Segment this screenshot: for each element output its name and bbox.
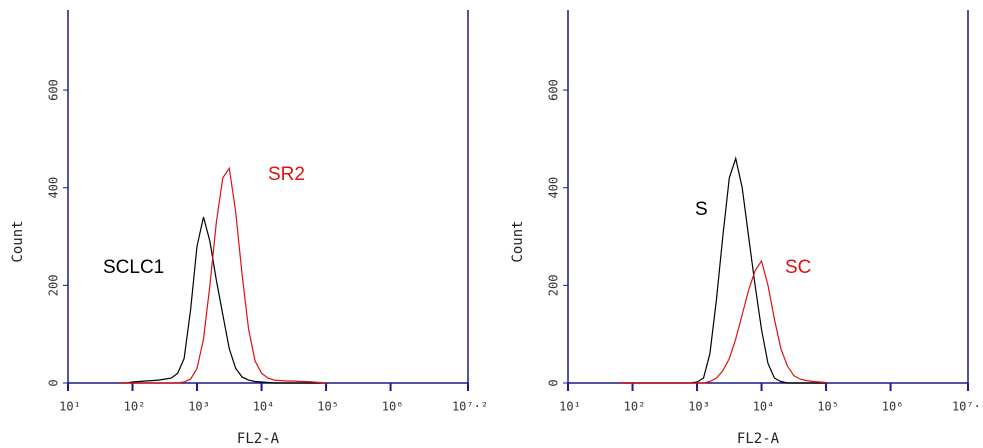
x-tick-label: 10³	[188, 400, 210, 414]
x-tick-label: 10⁵	[817, 400, 839, 414]
y-axis-label: Count	[510, 220, 526, 262]
series-label: SC	[785, 257, 811, 278]
x-tick-label: 10¹	[59, 400, 81, 414]
x-tick-label: 10⁶	[882, 400, 904, 414]
y-tick-label: 400	[547, 177, 561, 199]
x-tick-label: 10⁴	[753, 400, 775, 414]
series-label: SR2	[268, 164, 305, 185]
x-tick-label: 10²	[124, 400, 146, 414]
histogram-line	[119, 216, 327, 384]
y-tick-label: 0	[47, 379, 61, 386]
x-tick-label: 10⁷·²	[452, 400, 488, 414]
x-tick-label: 10⁷·²	[952, 400, 983, 414]
x-tick-label: 10¹	[559, 400, 581, 414]
x-tick-label: 10²	[624, 400, 646, 414]
x-axis-label: FL2-A	[237, 431, 280, 447]
y-tick-label: 200	[547, 275, 561, 297]
y-tick-label: 0	[547, 379, 561, 386]
x-tick-label: 10⁴	[253, 400, 275, 414]
x-tick-label: 10⁵	[317, 400, 339, 414]
histogram-line	[119, 166, 327, 384]
y-tick-label: 600	[47, 79, 61, 101]
y-tick-label: 200	[47, 275, 61, 297]
series-label: SCLC1	[103, 257, 164, 278]
histogram-line	[619, 259, 827, 384]
series-label: S	[695, 199, 708, 220]
y-axis-label: Count	[10, 220, 26, 262]
x-axis-label: FL2-A	[737, 431, 780, 447]
x-tick-label: 10³	[688, 400, 710, 414]
y-tick-label: 400	[47, 177, 61, 199]
x-tick-label: 10⁶	[382, 400, 404, 414]
y-tick-label: 600	[547, 79, 561, 101]
